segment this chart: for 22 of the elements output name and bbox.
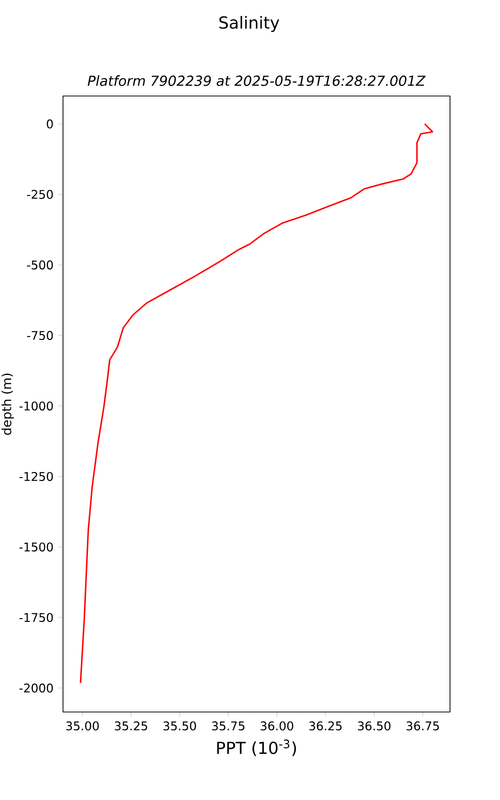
y-tick-label: -500 (27, 260, 53, 270)
chart-subtitle: Platform 7902239 at 2025-05-19T16:28:27.001Z (88, 75, 426, 86)
y-tick-label: -1250 (19, 472, 53, 482)
x-tick-label: 36.75 (406, 721, 439, 730)
y-tick-label: -1750 (19, 612, 53, 622)
x-tick-label: 36.25 (309, 721, 342, 730)
y-tick-label: 0 (46, 119, 53, 128)
y-tick-label: -250 (27, 190, 53, 199)
x-tick-label: 35.25 (114, 721, 148, 730)
y-tick-label: -2000 (19, 684, 53, 693)
y-tick-label: -750 (27, 330, 53, 340)
y-tick-label: -1000 (19, 401, 53, 410)
x-axis-title: PPT (10$^{-3}$) (217, 740, 296, 756)
y-tick-label: -1500 (19, 542, 53, 552)
x-tick-label: 36.50 (358, 721, 390, 730)
x-tick-label: 35.50 (163, 721, 196, 730)
x-tick-label: 35.75 (212, 721, 244, 730)
x-tick-label: 35.00 (66, 721, 99, 730)
x-tick-label: 36.00 (260, 721, 294, 730)
y-axis-title: depth (m) (2, 374, 14, 435)
line-series (80, 123, 434, 684)
chart-title: Salinity (219, 16, 280, 32)
